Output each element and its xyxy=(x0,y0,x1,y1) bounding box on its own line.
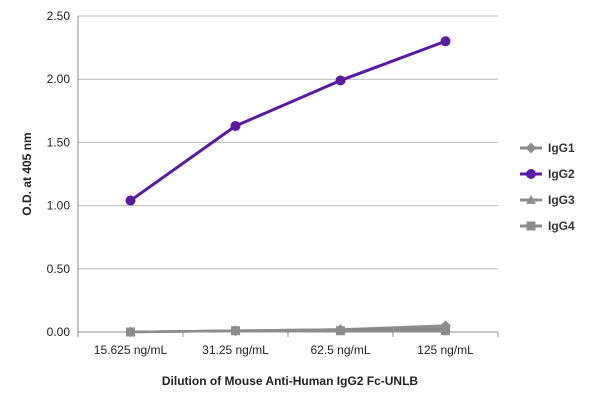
x-tick-label: 125 ng/mL xyxy=(417,343,474,357)
legend-label-igg2: IgG2 xyxy=(548,167,575,181)
data-point-igg4 xyxy=(126,327,135,337)
x-tick-label: 15.625 ng/mL xyxy=(94,343,168,357)
legend: IgG1 IgG2 IgG3 IgG4 xyxy=(520,141,575,233)
x-tick-label: 62.5 ng/mL xyxy=(310,343,370,357)
legend-label-igg1: IgG1 xyxy=(548,141,575,155)
y-tick-label: 1.50 xyxy=(47,135,71,149)
series-layer xyxy=(125,36,451,338)
legend-marker-igg4 xyxy=(526,221,536,231)
axis-layer: 0.00 0.50 1.00 1.50 2.00 2.50 15.625 ng/mL 31.2… xyxy=(47,9,499,357)
data-point-igg4 xyxy=(441,326,450,336)
y-tick-label: 2.00 xyxy=(47,72,71,86)
legend-marker-igg2 xyxy=(526,169,536,179)
data-point-igg2 xyxy=(125,195,136,206)
data-point-igg2 xyxy=(230,120,241,131)
series-line-igg4 xyxy=(130,329,446,334)
legend-label-igg3: IgG3 xyxy=(548,193,575,207)
data-point-igg4 xyxy=(231,326,240,336)
y-tick-label: 1.00 xyxy=(47,199,71,213)
data-point-igg2 xyxy=(335,75,346,86)
legend-marker-igg1 xyxy=(525,142,537,154)
legend-item-igg4: IgG4 xyxy=(520,219,575,233)
legend-label-igg4: IgG4 xyxy=(548,219,575,233)
legend-item-igg1: IgG1 xyxy=(520,141,575,155)
y-tick-label: 0.00 xyxy=(47,325,71,339)
y-tick-label: 0.50 xyxy=(47,262,71,276)
x-axis-title: Dilution of Mouse Anti-Human IgG2 Fc-UNL… xyxy=(162,374,419,388)
y-axis-title: O.D. at 405 nm xyxy=(20,132,34,215)
x-tick-label: 31.25 ng/mL xyxy=(202,343,269,357)
data-point-igg2 xyxy=(440,36,451,47)
y-tick-label: 2.50 xyxy=(47,9,71,23)
series-line-igg2 xyxy=(129,39,447,202)
legend-marker-igg3 xyxy=(526,194,536,204)
grid-layer xyxy=(78,15,498,270)
data-point-igg4 xyxy=(336,326,345,336)
legend-item-igg2: IgG2 xyxy=(520,167,575,181)
legend-item-igg3: IgG3 xyxy=(520,193,575,207)
